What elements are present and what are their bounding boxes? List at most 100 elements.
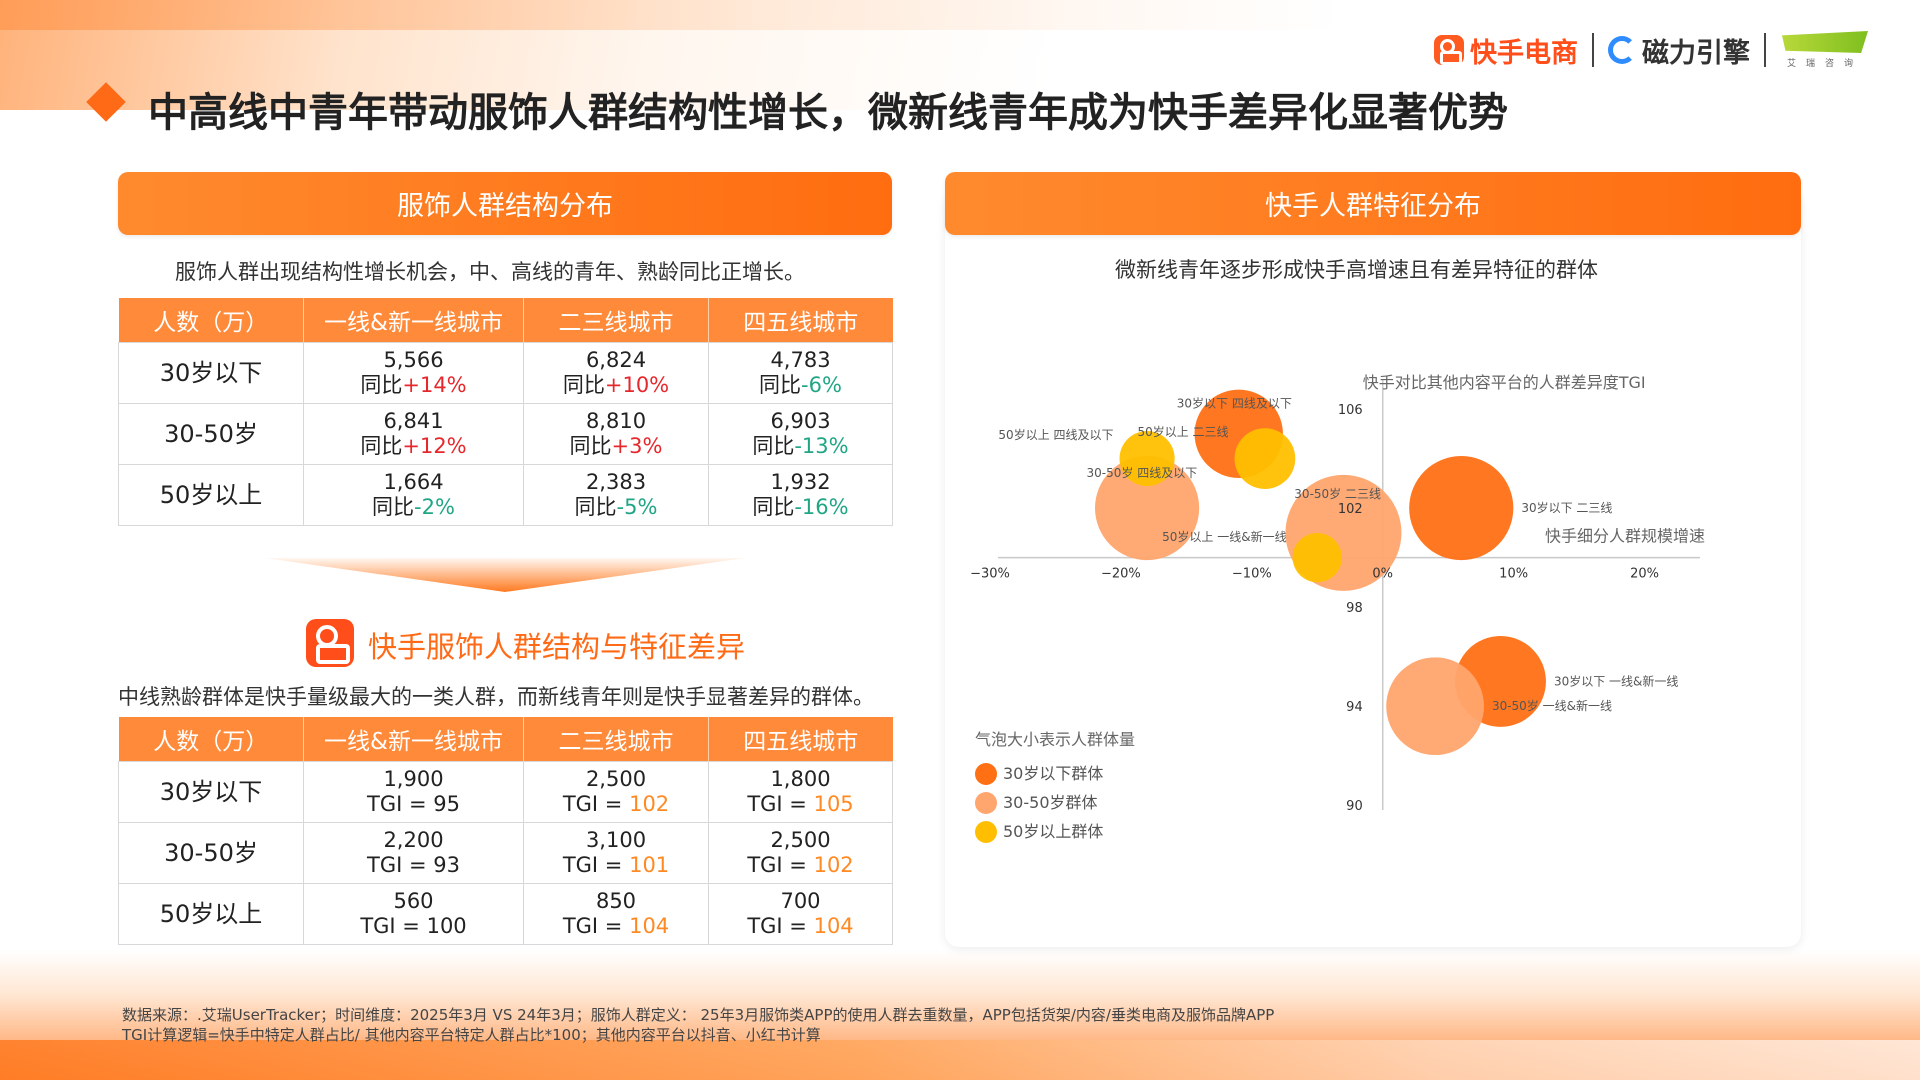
down-arrow-divider xyxy=(265,558,745,592)
table-header: 人数（万） xyxy=(118,717,304,762)
table-header: 一线&新一线城市 xyxy=(303,717,524,762)
yoy-value: -2% xyxy=(414,495,455,519)
page-title: 中高线中青年带动服饰人群结构性增长，微新线青年成为快手差异化显著优势 xyxy=(148,90,1508,136)
row-label: 30-50岁 xyxy=(118,403,304,465)
iresearch-logo-subtext: 艾瑞咨询 xyxy=(1786,59,1863,69)
legend-label: 30-50岁群体 xyxy=(1003,793,1098,812)
table-cell: 1,900 TGI = 95 xyxy=(303,761,524,823)
kuaishou-icon xyxy=(1434,35,1464,65)
yoy-line: 同比+14% xyxy=(304,373,523,398)
legend-label: 30岁以下群体 xyxy=(1003,764,1103,783)
y-tick-label: 102 xyxy=(1338,502,1363,517)
kuaishou-ecom-logo: 快手电商 xyxy=(1434,31,1578,70)
background-swoosh-top-accent xyxy=(0,0,1920,30)
table-cell: 3,100 TGI = 101 xyxy=(523,822,709,884)
table-cell: 2,200 TGI = 93 xyxy=(303,822,524,884)
table-cell: 2,500 TGI = 102 xyxy=(708,822,893,884)
bubble xyxy=(1234,428,1296,489)
bubble-label: 30岁以下 一线&新一线 xyxy=(1554,673,1678,688)
yoy-prefix: 同比 xyxy=(752,495,795,519)
table-row: 30岁以下 5,566 同比+14% 6,824 同比+10% 4,783 同比-6% xyxy=(118,342,893,404)
yoy-prefix: 同比 xyxy=(752,434,795,458)
table-cell: 5,566 同比+14% xyxy=(303,342,524,404)
cell-value: 6,824 xyxy=(585,348,647,372)
table-row: 30-50岁 6,841 同比+12% 8,810 同比+3% 6,903 同比-13% xyxy=(118,403,893,465)
table-cell: 560 TGI = 100 xyxy=(303,883,524,945)
cell-value: 700 xyxy=(780,889,821,913)
source-note: 数据来源：.艾瑞UserTracker；时间维度：2025年3月 VS 24年3… xyxy=(122,1005,1274,1045)
cell-value: 4,783 xyxy=(770,348,831,372)
row-label: 30岁以下 xyxy=(118,761,304,823)
table-cell: 700 TGI = 104 xyxy=(708,883,893,945)
cell-value: 3,100 xyxy=(585,828,647,852)
table-header: 四五线城市 xyxy=(708,717,893,762)
section-header-feature: 快手人群特征分布 xyxy=(945,172,1801,235)
tgi-prefix: TGI = xyxy=(562,792,630,816)
y-axis-title: 快手对比其他内容平台的人群差异度TGI xyxy=(1363,373,1646,392)
tgi-value: 93 xyxy=(433,853,460,877)
tgi-line: TGI = 95 xyxy=(304,792,523,817)
cell-value: 1,800 xyxy=(770,767,831,791)
cili-engine-icon xyxy=(1608,36,1636,64)
bubble xyxy=(1119,431,1175,487)
table-cell: 1,932 同比-16% xyxy=(708,464,893,526)
legend-swatch xyxy=(975,763,997,785)
tgi-prefix: TGI = xyxy=(747,914,814,938)
yoy-value: +3% xyxy=(611,434,663,458)
table-cell: 2,500 TGI = 102 xyxy=(523,761,709,823)
bubble-label: 30岁以下 二三线 xyxy=(1521,500,1612,515)
tgi-prefix: TGI = xyxy=(747,853,814,877)
cell-value: 8,810 xyxy=(585,409,647,433)
bubble xyxy=(1292,532,1342,583)
tgi-value: 104 xyxy=(813,914,854,938)
yoy-value: -16% xyxy=(794,495,849,519)
yoy-line: 同比-16% xyxy=(709,495,892,520)
section-caption-kuaishou-difference: 中线熟龄群体是快手量级最大的一类人群，而新线青年则是快手显著差异的群体。 xyxy=(118,685,874,709)
bubble xyxy=(1386,657,1484,756)
table-cell: 2,383 同比-5% xyxy=(523,464,709,526)
yoy-prefix: 同比 xyxy=(759,373,802,397)
cell-value: 1,900 xyxy=(383,767,444,791)
kuaishou-icon xyxy=(306,619,354,667)
tgi-line: TGI = 102 xyxy=(524,792,708,817)
section-title-kuaishou-difference: 快手服饰人群结构与特征差异 xyxy=(368,630,746,664)
row-label: 30-50岁 xyxy=(118,822,304,884)
yoy-prefix: 同比 xyxy=(569,434,612,458)
cili-engine-logo-text: 磁力引擎 xyxy=(1642,37,1750,69)
x-tick-label: −30% xyxy=(970,567,1010,582)
section-header-structure: 服饰人群结构分布 xyxy=(118,172,892,235)
tgi-line: TGI = 104 xyxy=(709,914,892,939)
yoy-value: +12% xyxy=(402,434,467,458)
tgi-line: TGI = 102 xyxy=(709,853,892,878)
yoy-prefix: 同比 xyxy=(360,434,403,458)
tgi-prefix: TGI = xyxy=(747,792,814,816)
cell-value: 6,903 xyxy=(770,409,831,433)
table-header: 二三线城市 xyxy=(523,717,709,762)
table-row: 30岁以下 1,900 TGI = 95 2,500 TGI = 102 1,800 TGI… xyxy=(118,761,893,823)
cell-value: 6,841 xyxy=(383,409,444,433)
table-cell: 6,841 同比+12% xyxy=(303,403,524,465)
row-label: 50岁以上 xyxy=(118,883,304,945)
tgi-line: TGI = 101 xyxy=(524,853,708,878)
section-caption-structure: 服饰人群出现结构性增长机会，中、高线的青年、熟龄同比正增长。 xyxy=(175,260,805,284)
table-header: 人数（万） xyxy=(118,298,304,343)
logo-divider xyxy=(1592,33,1594,67)
table-row: 50岁以上 1,664 同比-2% 2,383 同比-5% 1,932 同比-16% xyxy=(118,464,893,526)
table-row: 30-50岁 2,200 TGI = 93 3,100 TGI = 101 2,500 TG… xyxy=(118,822,893,884)
kuaishou-ecom-logo-text: 快手电商 xyxy=(1470,37,1578,69)
yoy-line: 同比-13% xyxy=(709,434,892,459)
yoy-value: -13% xyxy=(794,434,849,458)
cell-value: 2,500 xyxy=(585,767,647,791)
cell-value: 1,664 xyxy=(383,470,444,494)
yoy-prefix: 同比 xyxy=(372,495,415,519)
tgi-prefix: TGI = xyxy=(360,914,427,938)
cell-value: 560 xyxy=(393,889,434,913)
bubble-chart: 30岁以下 四线及以下 30岁以下 二三线 30岁以下 一线&新一线 30-50岁 四… xyxy=(970,373,1705,843)
cili-engine-logo: 磁力引擎 xyxy=(1608,31,1750,70)
table-header: 二三线城市 xyxy=(523,298,709,343)
iresearch-logo: 艾瑞咨询 xyxy=(1780,30,1870,70)
bubble-label: 30-50岁 二三线 xyxy=(1294,486,1381,501)
x-tick-label: 10% xyxy=(1499,567,1528,582)
source-line-2: TGI计算逻辑=快手中特定人群占比/ 其他内容平台特定人群占比*100；其他内容… xyxy=(122,1026,821,1044)
bubble-label: 30-50岁 四线及以下 xyxy=(1087,465,1198,480)
